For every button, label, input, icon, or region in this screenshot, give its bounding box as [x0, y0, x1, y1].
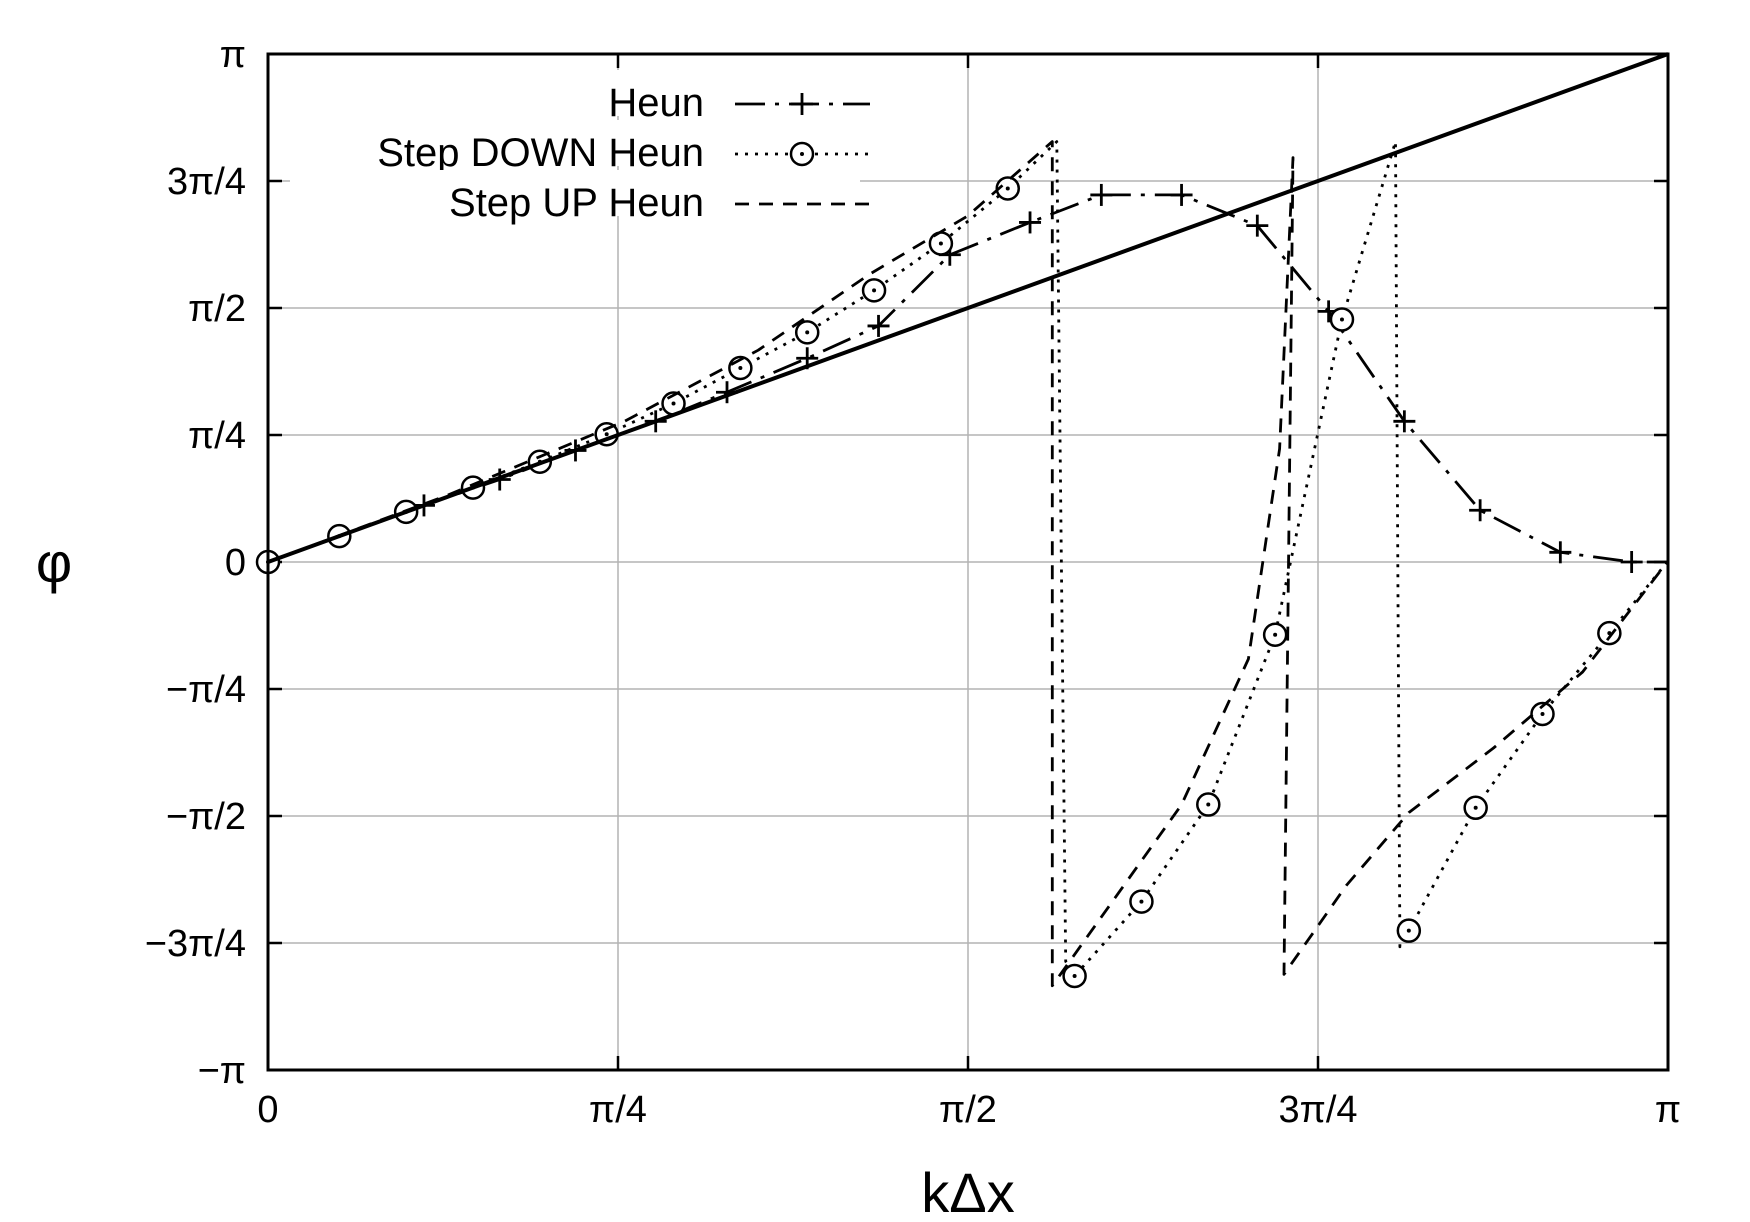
- x-tick-label: 0: [257, 1089, 278, 1131]
- series-heun: [257, 183, 1668, 573]
- x-axis-title: kΔx: [921, 1161, 1014, 1222]
- y-tick-label: −π: [198, 1050, 246, 1092]
- circle-marker: [928, 231, 954, 256]
- plus-marker: [1549, 541, 1572, 564]
- circle-marker: [789, 141, 815, 167]
- plus-marker: [1090, 183, 1113, 206]
- circle-marker: [1196, 792, 1221, 817]
- x-tick-label: π/2: [939, 1089, 997, 1131]
- circle-marker: [1262, 622, 1288, 648]
- x-tick-label: π: [1655, 1089, 1681, 1131]
- series-layer: [255, 52, 1669, 989]
- legend-entry: Step UP Heun: [290, 170, 870, 225]
- plus-marker: [1469, 499, 1492, 522]
- plus-marker: [1393, 410, 1416, 433]
- y-tick-label: 0: [225, 542, 246, 584]
- circle-marker: [794, 320, 820, 345]
- x-tick-label: 3π/4: [1278, 1089, 1357, 1131]
- circle-marker: [1396, 918, 1422, 943]
- legend-label: Step DOWN Heun: [377, 131, 704, 175]
- circle-marker: [1129, 889, 1154, 914]
- legend-label: Heun: [608, 81, 704, 125]
- x-tick-label: π/4: [589, 1089, 647, 1131]
- y-tick-label: −3π/4: [145, 923, 246, 965]
- plus-marker: [791, 93, 813, 115]
- circle-marker: [1463, 795, 1488, 821]
- circle-marker: [861, 278, 887, 303]
- circle-marker: [1597, 620, 1622, 646]
- circle-marker: [1329, 307, 1355, 332]
- plot-frame: [266, 52, 1670, 1072]
- tick-labels: 0 π/4 π/2 3π/4 π π 3π/4 π/2 π/4 0 −π/4 −π/2 −3π/4 −π: [145, 34, 1681, 1131]
- plus-marker: [1246, 214, 1269, 237]
- series-step-up-heun: [267, 140, 1669, 988]
- y-tick-label: −π/4: [166, 669, 246, 711]
- plus-marker: [1170, 183, 1193, 206]
- plus-marker: [1019, 211, 1042, 234]
- y-axis-title: φ: [36, 531, 72, 594]
- y-tick-label: π/4: [188, 415, 246, 457]
- legend-entry: Heun: [290, 70, 870, 125]
- circle-marker: [1062, 963, 1087, 989]
- y-tick-label: π: [220, 34, 246, 76]
- series-line: [267, 140, 1669, 988]
- legend: Heun Step DOWN Heun Step UP Heun: [290, 70, 870, 225]
- y-tick-label: −π/2: [166, 796, 246, 838]
- y-tick-label: π/2: [188, 288, 246, 330]
- series-line: [267, 52, 1669, 564]
- y-tick-label: 3π/4: [167, 161, 246, 203]
- legend-entry: Step DOWN Heun: [290, 120, 870, 175]
- plus-marker: [1620, 551, 1643, 573]
- plus-marker: [867, 314, 890, 337]
- series-reference-line: [267, 52, 1669, 564]
- series-step-down-heun: [255, 140, 1669, 989]
- circle-marker: [995, 176, 1021, 201]
- legend-label: Step UP Heun: [449, 181, 704, 225]
